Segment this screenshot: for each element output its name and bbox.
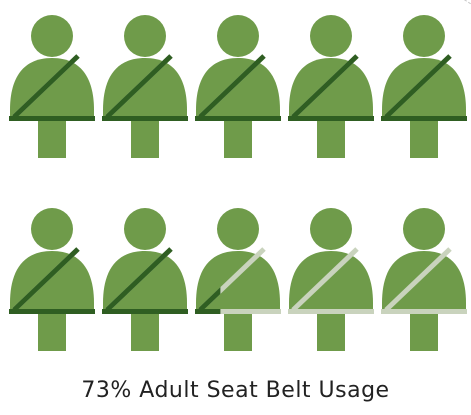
person-head	[403, 15, 445, 57]
person-head	[124, 15, 166, 57]
belt-unused	[288, 247, 374, 314]
person-with-seat-belt-icon	[381, 15, 467, 158]
person-legs	[131, 119, 159, 158]
belt-used	[102, 54, 188, 121]
belt-used	[9, 247, 95, 314]
chart-title: 73% Adult Seat Belt Usage	[81, 378, 390, 403]
person-head	[217, 208, 259, 250]
person-with-seat-belt-icon	[381, 208, 467, 351]
person-with-seat-belt-icon	[102, 208, 188, 351]
person-with-seat-belt-icon	[9, 15, 95, 158]
person-legs	[131, 312, 159, 351]
person-with-seat-belt-icon	[288, 15, 374, 158]
person-with-seat-belt-icon	[195, 15, 281, 158]
person-head	[217, 15, 259, 57]
person-legs	[410, 119, 438, 158]
corner-decoration	[431, 0, 471, 18]
belt-used	[195, 287, 221, 314]
person-head	[310, 208, 352, 250]
icon-grid	[9, 15, 467, 351]
person-head	[403, 208, 445, 250]
belt-used	[9, 54, 95, 121]
belt-used	[195, 54, 281, 121]
person-legs	[317, 312, 345, 351]
person-legs	[410, 312, 438, 351]
person-head	[31, 208, 73, 250]
person-legs	[317, 119, 345, 158]
person-head	[31, 15, 73, 57]
person-legs	[224, 312, 252, 351]
person-legs	[224, 119, 252, 158]
person-legs	[38, 312, 66, 351]
person-with-seat-belt-icon	[288, 208, 374, 351]
person-with-seat-belt-icon	[102, 15, 188, 158]
person-with-seat-belt-icon	[195, 208, 281, 351]
person-with-seat-belt-icon	[9, 208, 95, 351]
person-head	[124, 208, 166, 250]
person-legs	[38, 119, 66, 158]
belt-used	[102, 247, 188, 314]
belt-unused	[381, 247, 467, 314]
belt-used	[288, 54, 374, 121]
person-head	[310, 15, 352, 57]
belt-used	[381, 54, 467, 121]
